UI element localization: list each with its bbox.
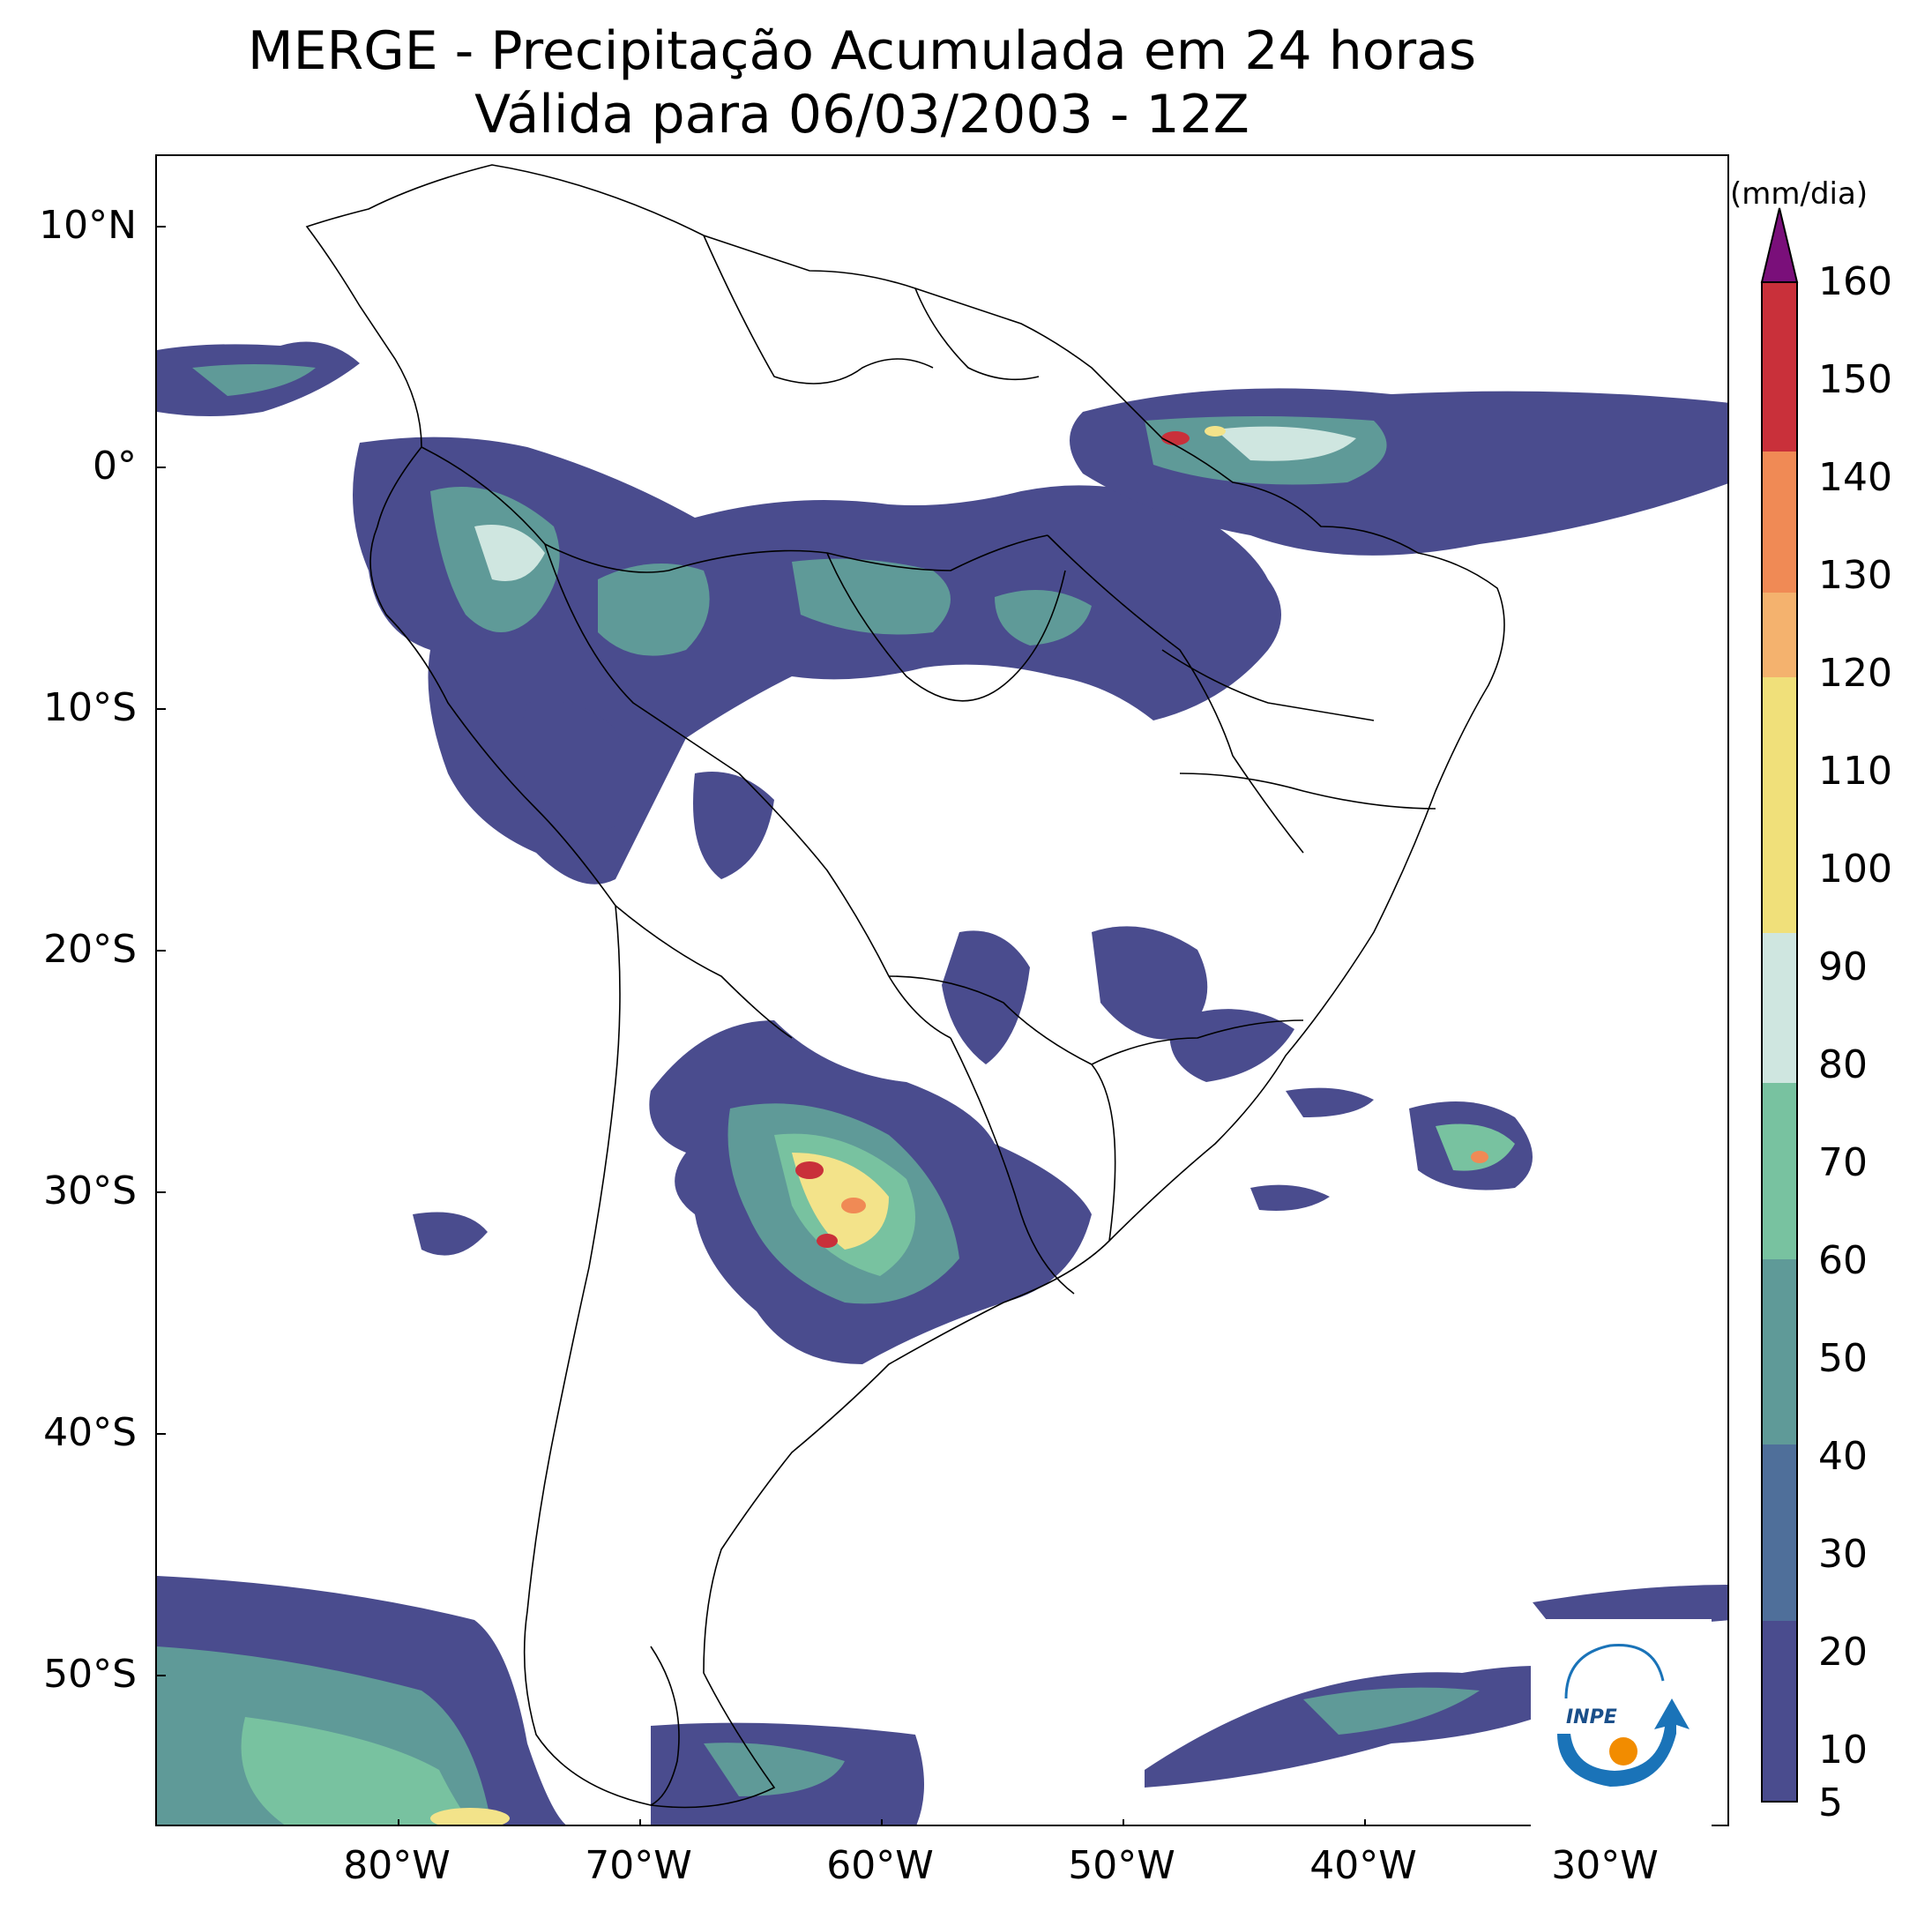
lat-label-10n: 10°N (39, 203, 137, 248)
country-borders (305, 164, 1505, 1809)
colorbar-tick-20: 20 (1818, 1630, 1868, 1675)
colorbar-tick-50: 50 (1818, 1336, 1868, 1381)
colorbar-tick-60: 60 (1818, 1238, 1868, 1283)
colorbar-tick-160: 160 (1818, 259, 1892, 304)
lon-label-60w: 60°W (826, 1843, 934, 1888)
lat-label-10s: 10°S (43, 685, 137, 730)
colorbar-tick-40: 40 (1818, 1434, 1868, 1479)
inpe-logo-icon: INPE (1557, 1644, 1690, 1787)
lat-label-20s: 20°S (43, 927, 137, 972)
map-canvas (157, 164, 1727, 1825)
lat-label-30s: 30°S (43, 1168, 137, 1213)
axis-ticks (157, 226, 1608, 1825)
lat-label-0: 0° (93, 444, 137, 489)
inpe-logo-text: INPE (1566, 1706, 1617, 1728)
map-subtitle: Válida para 06/03/2003 - 12Z (474, 84, 1249, 146)
colorbar-unit: (mm/dia) (1730, 176, 1869, 212)
colorbar-tick-140: 140 (1818, 455, 1892, 500)
colorbar-tick-90: 90 (1818, 944, 1868, 989)
colorbar-tick-110: 110 (1818, 749, 1892, 794)
lat-label-50s: 50°S (43, 1652, 137, 1697)
precipitation-field (157, 341, 1727, 1825)
colorbar-tick-150: 150 (1818, 357, 1892, 402)
colorbar-tick-10: 10 (1818, 1728, 1868, 1773)
colorbar-tick-100: 100 (1818, 847, 1892, 892)
colorbar-tick-70: 70 (1818, 1140, 1868, 1185)
inpe-logo: INPE (1531, 1619, 1712, 1826)
lon-label-50w: 50°W (1068, 1843, 1175, 1888)
lon-label-80w: 80°W (343, 1843, 451, 1888)
colorbar-tick-30: 30 (1818, 1532, 1868, 1577)
lat-label-40s: 40°S (43, 1410, 137, 1455)
colorbar-tick-120: 120 (1818, 651, 1892, 696)
lon-label-70w: 70°W (585, 1843, 692, 1888)
lon-label-40w: 40°W (1309, 1843, 1417, 1888)
colorbar (1760, 207, 1799, 1803)
colorbar-tick-80: 80 (1818, 1042, 1868, 1087)
lon-label-30w: 30°W (1551, 1843, 1659, 1888)
map-title: MERGE - Precipitação Acumulada em 24 hor… (247, 20, 1477, 82)
colorbar-tick-5: 5 (1818, 1780, 1843, 1825)
colorbar-tick-130: 130 (1818, 553, 1892, 598)
precipitation-map (155, 154, 1729, 1826)
